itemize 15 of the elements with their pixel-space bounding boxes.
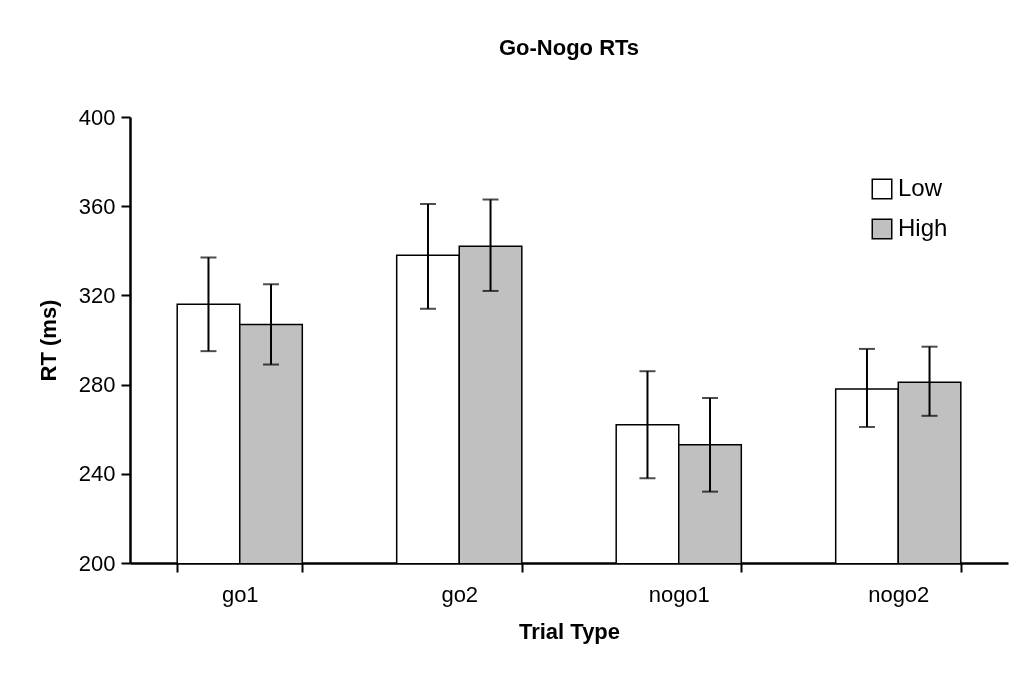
legend-label: Low <box>898 174 943 201</box>
y-tick-label: 200 <box>78 550 116 576</box>
x-tick-label: go2 <box>441 581 479 607</box>
chart-title: Go-Nogo RTs <box>498 35 640 60</box>
y-tick-label: 360 <box>78 193 116 219</box>
x-tick-label: go1 <box>221 581 259 607</box>
x-tick-label: nogo1 <box>648 581 710 607</box>
y-tick-label: 240 <box>78 461 116 487</box>
x-axis-title: Trial Type <box>518 618 621 644</box>
y-tick-label: 280 <box>78 372 116 398</box>
legend-label: High <box>898 214 948 241</box>
y-tick-label: 320 <box>78 282 116 308</box>
x-tick-label: nogo2 <box>868 581 930 607</box>
y-tick-label: 400 <box>78 104 116 130</box>
y-axis-title: RT (ms) <box>35 299 61 382</box>
